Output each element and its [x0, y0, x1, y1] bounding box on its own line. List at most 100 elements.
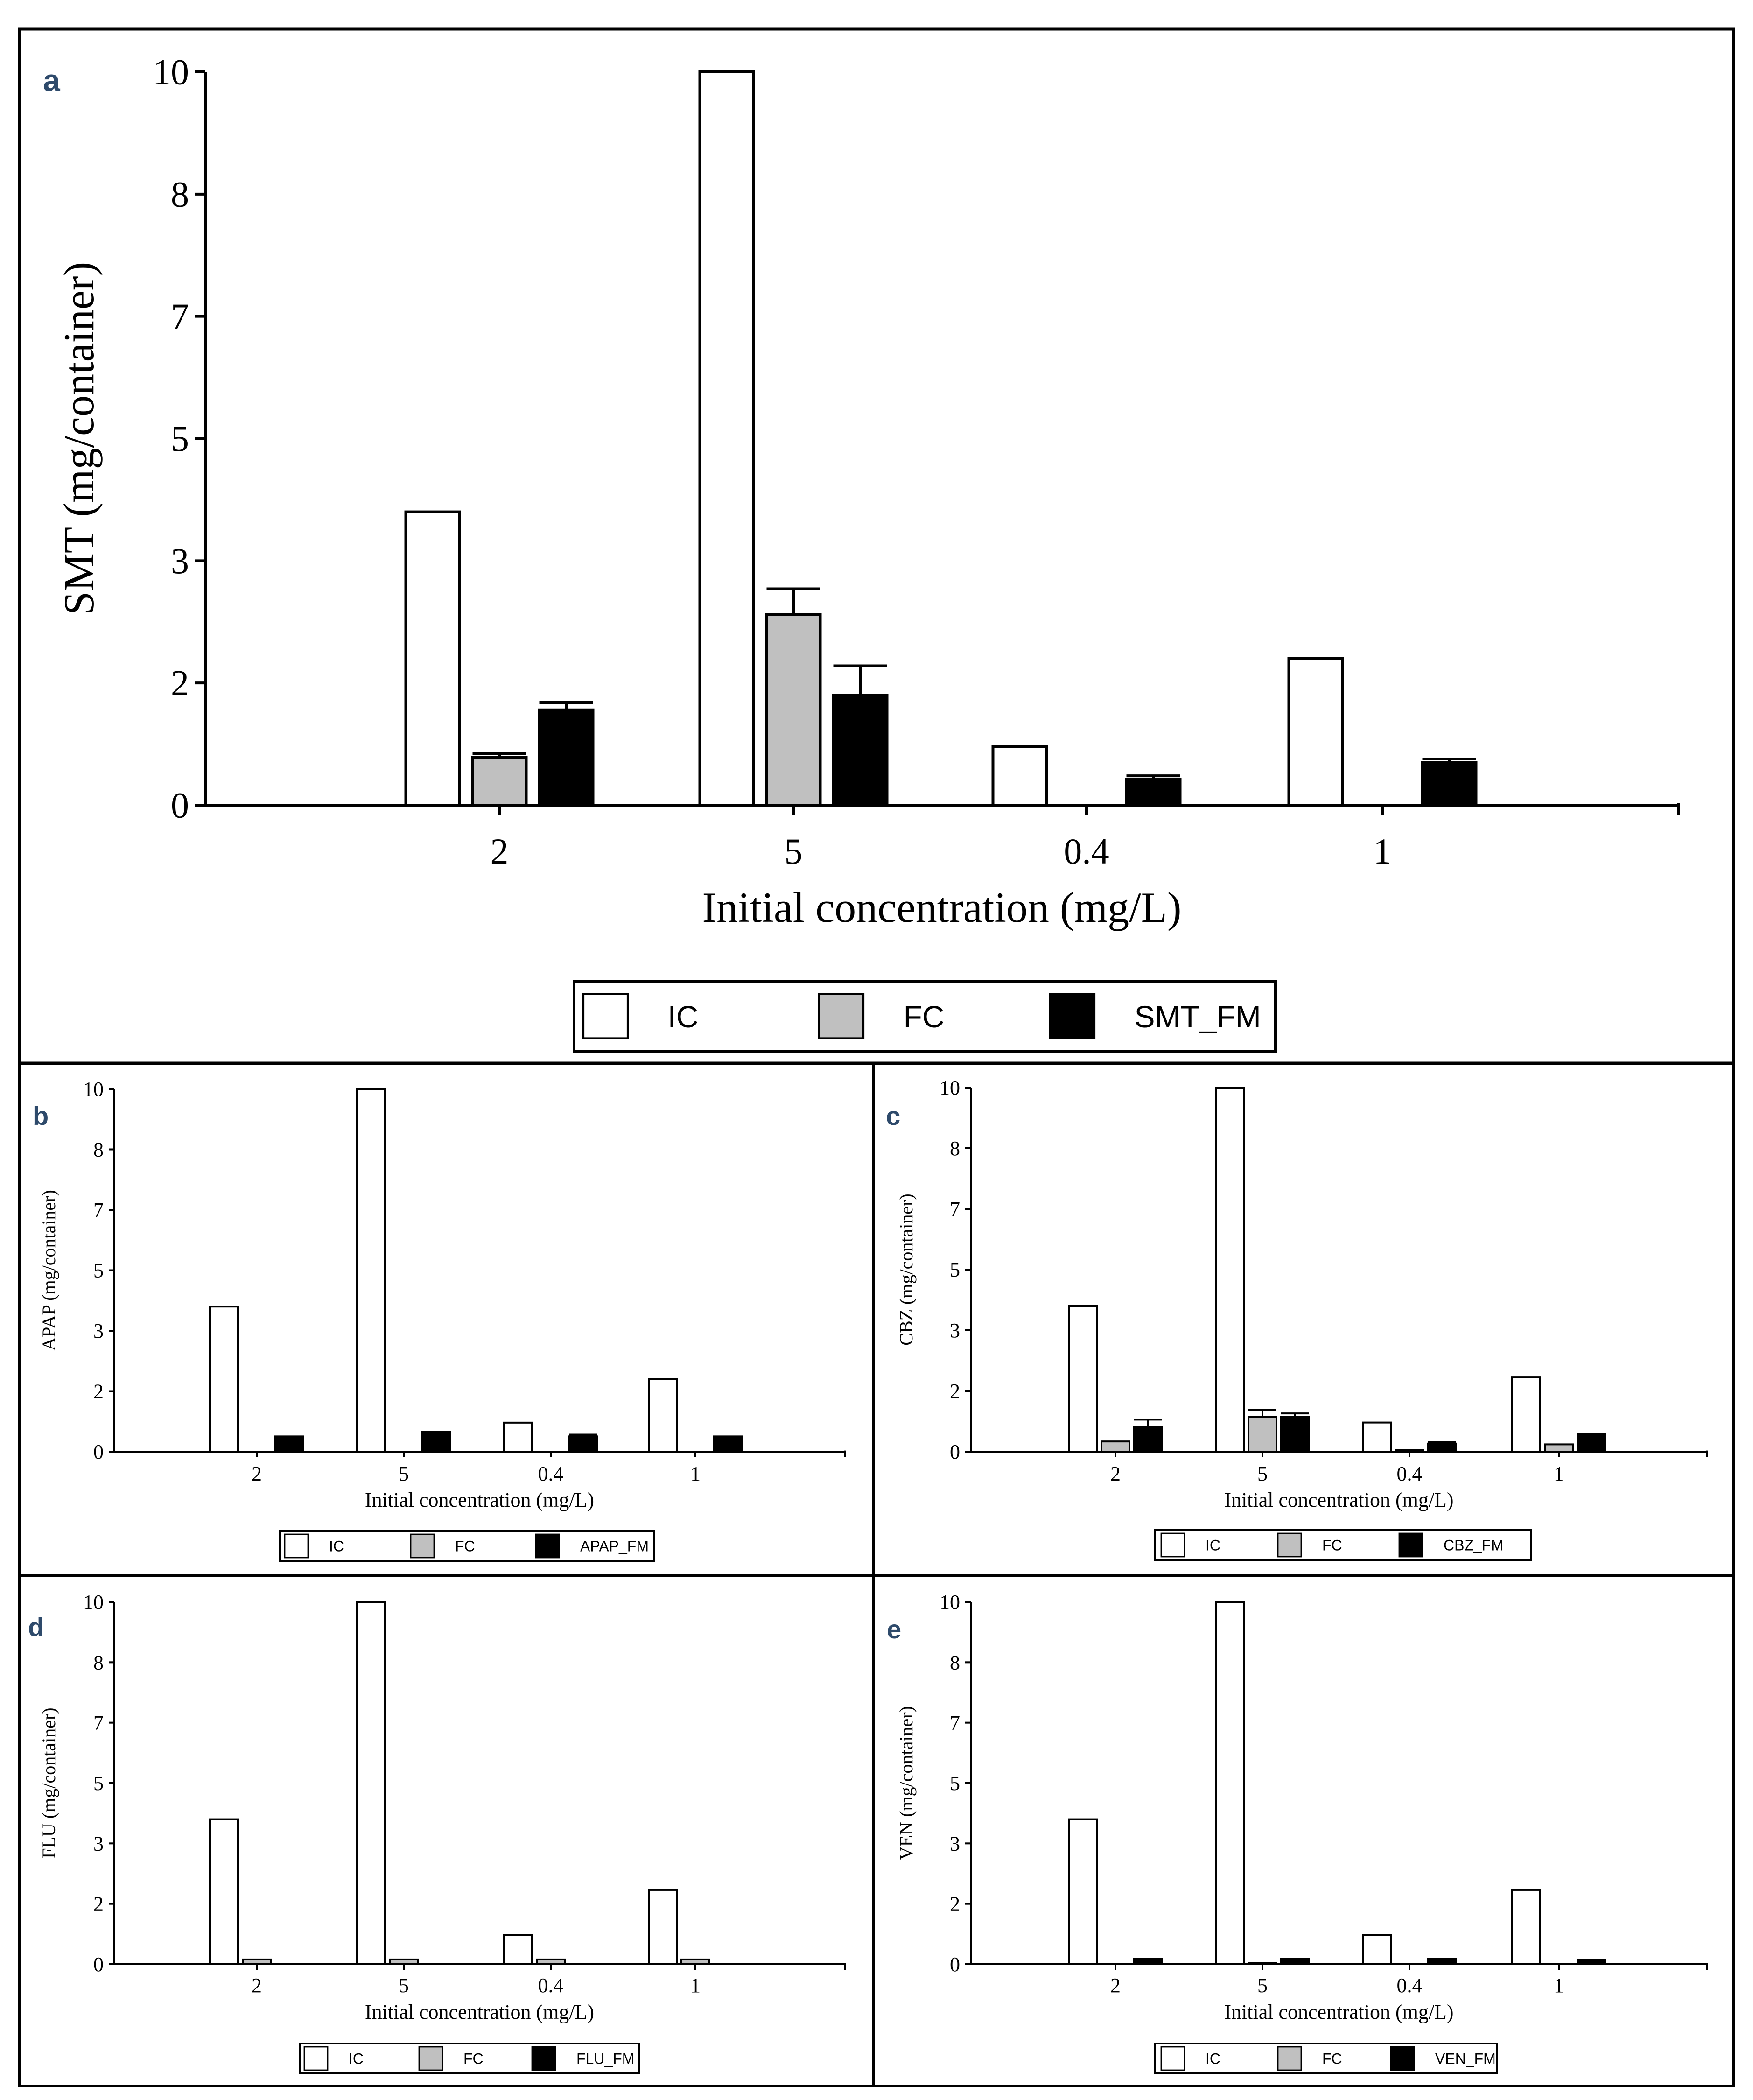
legend-swatch — [1160, 2046, 1185, 2071]
bar-fc — [680, 1958, 710, 1966]
y-tick-label: 2 — [93, 1380, 104, 1403]
y-axis-title: CBZ (mg/container) — [896, 1194, 917, 1345]
legend — [1154, 1529, 1532, 1561]
y-tick-label: 10 — [940, 1076, 960, 1099]
y-tick-label: 7 — [93, 1199, 104, 1222]
x-tick-label: 1 — [1554, 1462, 1564, 1485]
bar-ic — [698, 70, 755, 807]
legend-swatch — [818, 993, 865, 1039]
panel-letter: e — [887, 1615, 901, 1644]
legend-swatch — [1277, 2046, 1302, 2071]
bar-ic — [648, 1889, 678, 1965]
bar-apap-fm — [421, 1431, 451, 1453]
bar-ic — [648, 1378, 678, 1453]
x-tick-label: 1 — [690, 1974, 701, 1997]
bar-cbz-fm — [1577, 1433, 1606, 1453]
bar-ic — [1362, 1934, 1392, 1965]
y-tick-label: 8 — [950, 1651, 960, 1674]
y-tick-label: 3 — [93, 1832, 104, 1855]
legend-swatch — [284, 1533, 309, 1559]
panel-letter: c — [886, 1101, 900, 1131]
x-axis-title: Initial concentration (mg/L) — [1224, 1489, 1453, 1511]
x-axis-title: Initial concentration (mg/L) — [1224, 2001, 1453, 2023]
bar-apap-fm — [274, 1435, 304, 1453]
bar-cbz-fm — [1280, 1416, 1310, 1453]
x-tick-label: 5 — [399, 1462, 409, 1485]
bar-fc — [471, 756, 528, 807]
bar-fc — [1544, 1443, 1574, 1453]
legend-label: FC — [904, 999, 945, 1034]
y-axis-title: APAP (mg/container) — [38, 1190, 59, 1351]
bar-ic — [991, 745, 1048, 807]
x-tick-label: 0.4 — [1064, 831, 1109, 871]
legend-swatch — [582, 993, 629, 1039]
bar-cbz-fm — [1427, 1442, 1457, 1453]
bar-fc — [389, 1958, 419, 1966]
bar-ic — [1362, 1421, 1392, 1453]
bar-fc — [536, 1958, 566, 1966]
y-tick-label: 8 — [171, 174, 189, 214]
y-tick-label: 5 — [93, 1259, 104, 1282]
bar-ic — [1511, 1376, 1541, 1453]
bar-smt-fm — [538, 708, 595, 807]
legend-label: VEN_FM — [1435, 2051, 1496, 2067]
y-axis-title: FLU (mg/container) — [38, 1707, 59, 1858]
y-tick-label: 0 — [950, 1440, 960, 1463]
panel-frame — [872, 1574, 1735, 2087]
legend-swatch — [418, 2046, 443, 2071]
bar-smt-fm — [1125, 778, 1182, 807]
panel-letter: b — [33, 1101, 49, 1131]
legend — [1154, 2043, 1498, 2074]
legend-label: CBZ_FM — [1444, 1537, 1503, 1554]
bar-ic — [356, 1601, 386, 1965]
x-tick-label: 1 — [690, 1462, 701, 1485]
bar-smt-fm — [832, 694, 889, 807]
x-tick-label: 0.4 — [1397, 1974, 1423, 1997]
bar-smt-fm — [1421, 761, 1478, 807]
bar-ic — [1068, 1818, 1098, 1966]
bar-ic — [1068, 1305, 1098, 1453]
x-tick-label: 1 — [1374, 831, 1392, 871]
bar-fc — [1248, 1416, 1277, 1453]
legend-swatch — [1277, 1532, 1302, 1558]
bar-ic — [503, 1934, 533, 1965]
y-tick-label: 10 — [153, 52, 189, 92]
legend-swatch — [410, 1533, 435, 1559]
legend-label: SMT_FM — [1135, 999, 1261, 1034]
y-tick-label: 2 — [950, 1893, 960, 1916]
legend — [299, 2043, 640, 2074]
legend-label: FC — [463, 2051, 484, 2067]
bar-fc — [1248, 1962, 1277, 1965]
y-tick-label: 7 — [950, 1712, 960, 1735]
y-tick-label: 8 — [93, 1138, 104, 1161]
bar-fc — [242, 1958, 272, 1966]
panel-b: b 0 2 3 5 7 8 10 2 5 0.4 1 APAP (mg/container) Initia… — [18, 1062, 875, 1577]
y-tick-label: 5 — [93, 1772, 104, 1795]
x-tick-label: 2 — [252, 1462, 262, 1485]
y-tick-label: 0 — [93, 1953, 104, 1976]
bar-apap-fm — [568, 1435, 598, 1453]
x-tick-label: 2 — [1110, 1462, 1121, 1485]
legend-swatch — [1160, 1532, 1185, 1558]
bar-ven-fm — [1133, 1958, 1163, 1965]
y-tick-label: 10 — [940, 1591, 960, 1614]
y-tick-label: 7 — [93, 1712, 104, 1735]
bar-ic — [1287, 657, 1344, 807]
panel-letter: d — [28, 1612, 44, 1642]
y-tick-label: 0 — [93, 1440, 104, 1463]
panel-d: d 0 2 3 5 7 8 10 2 5 0.4 1 FLU (mg/container) Initial… — [18, 1574, 875, 2087]
x-tick-label: 1 — [1554, 1974, 1564, 1997]
legend-label: IC — [349, 2051, 364, 2067]
legend-swatch — [531, 2046, 556, 2071]
y-tick-label: 7 — [950, 1198, 960, 1221]
x-tick-label: 0.4 — [538, 1974, 564, 1997]
x-axis-title: Initial concentration (mg/L) — [702, 884, 1182, 931]
y-tick-label: 5 — [171, 418, 189, 459]
legend-swatch — [1049, 993, 1096, 1039]
y-tick-label: 3 — [93, 1320, 104, 1342]
panel-a: a 0 2 3 5 7 8 10 2 5 0.4 1 SMT (mg/container) Initial… — [18, 27, 1735, 1065]
panel-e: e 0 2 3 5 7 8 10 2 5 0.4 1 VEN (mg/container) Initial… — [872, 1574, 1735, 2087]
y-tick-label: 3 — [171, 541, 189, 581]
legend-label: IC — [1206, 2051, 1220, 2067]
